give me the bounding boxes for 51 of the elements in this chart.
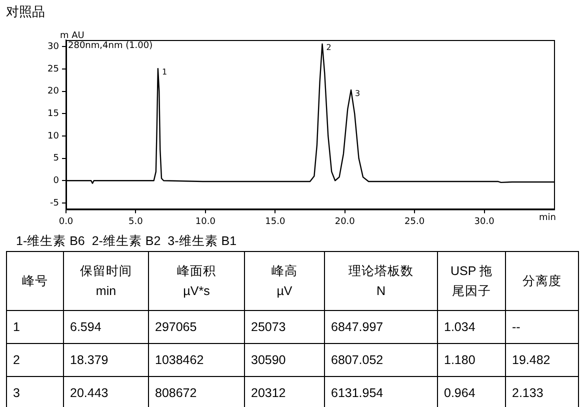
x-tick-label: 25.0 — [404, 216, 425, 227]
y-tick-label: 20 — [48, 86, 60, 97]
text: 1.180 — [444, 353, 476, 367]
text: 3 — [13, 386, 20, 400]
x-tick-label: 15.0 — [265, 216, 286, 227]
text: 1 — [13, 320, 20, 334]
x-tick-label: 5.0 — [128, 216, 144, 227]
text: 1.034 — [444, 320, 476, 334]
text: 18.379 — [70, 353, 108, 367]
annotation: 3 — [355, 89, 360, 98]
text: 297065 — [155, 320, 197, 334]
text: 1-维生素 B6 2-维生素 B2 3-维生素 B1 — [16, 233, 237, 250]
x-tick-label: 0.0 — [58, 216, 74, 227]
category-label: 理论塔板数 N — [324, 252, 438, 310]
text: 30590 — [251, 353, 286, 367]
category-label: 分离度 — [506, 252, 578, 310]
text: 20.443 — [70, 386, 108, 400]
text: 20312 — [251, 386, 286, 400]
text: 808672 — [155, 386, 197, 400]
x-tick-label: 20.0 — [334, 216, 356, 227]
annotation: 2 — [326, 43, 332, 52]
text: -- — [512, 320, 520, 334]
chart-title: 对照品 — [6, 3, 45, 21]
annotation: 280nm,4nm (1.00) — [68, 40, 153, 51]
text: 19.482 — [512, 353, 550, 367]
text: 1038462 — [155, 353, 204, 367]
category-label: USP 拖尾因子 — [438, 252, 506, 310]
text: 25073 — [251, 320, 286, 334]
y-tick-label: 10 — [48, 131, 60, 142]
y-tick-label: 25 — [48, 64, 59, 74]
y-tick-label: 15 — [48, 109, 59, 120]
y-tick-label: 30 — [48, 42, 60, 52]
text: 6807.052 — [331, 353, 384, 367]
text: 2.133 — [512, 386, 544, 400]
text: 0.964 — [444, 386, 476, 400]
x-axis-title: min — [539, 213, 556, 224]
y-tick-label: 0 — [53, 176, 60, 186]
annotation: 1 — [162, 68, 168, 77]
y-tick-label: 5 — [53, 154, 59, 164]
category-label: 峰号 — [6, 252, 64, 310]
category-label: 峰面积 µV*s — [148, 252, 244, 310]
y-axis-title: m AU — [60, 30, 84, 41]
text: 6.594 — [70, 320, 102, 334]
text: 2 — [13, 353, 20, 367]
text: 6131.954 — [331, 386, 384, 400]
x-tick-label: 30.0 — [474, 216, 495, 227]
x-tick-label: 10.0 — [195, 216, 216, 227]
y-tick-label: -5 — [50, 198, 59, 208]
text: 6847.997 — [331, 320, 384, 334]
category-label: 峰高 µV — [244, 252, 324, 310]
category-label: 保留时间 min — [64, 252, 148, 310]
